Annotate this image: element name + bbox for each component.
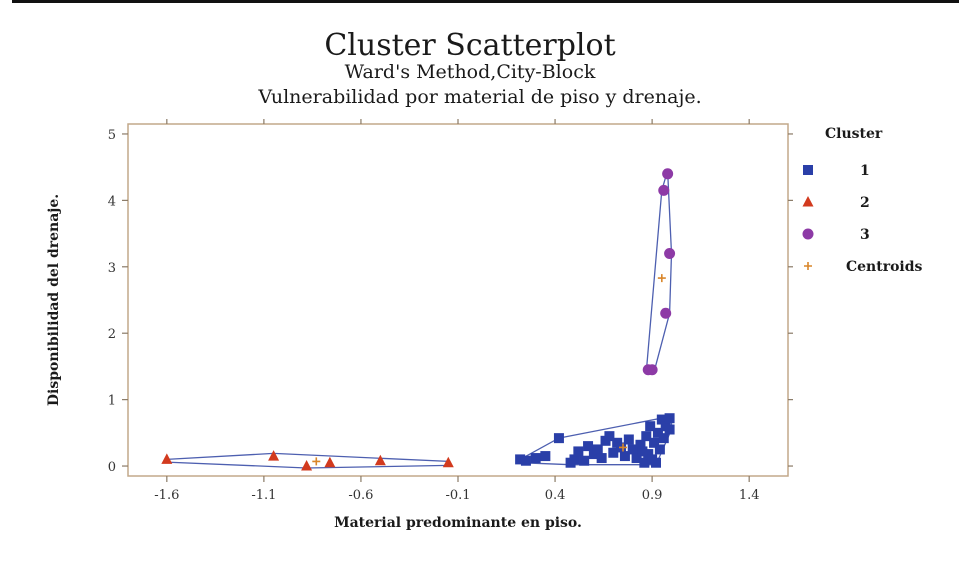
plot-frame: [127, 123, 789, 477]
centroid-point: [657, 274, 666, 283]
cluster-1-point: [643, 449, 654, 460]
cluster-1-point: [540, 451, 551, 462]
legend: Cluster 1 2 3 Centroids: [802, 126, 923, 275]
cluster-1-point: [635, 439, 646, 450]
legend-marker-1: [803, 165, 813, 175]
plot-area: [127, 123, 789, 477]
cluster-3-point: [646, 364, 658, 376]
legend-title: Cluster: [825, 126, 883, 142]
cluster-1-point: [530, 453, 541, 464]
x-tick-label: 0.9: [642, 488, 663, 503]
x-tick-label: 0.4: [545, 488, 566, 503]
cluster-1-point: [583, 441, 594, 452]
cluster-1-point: [604, 431, 615, 442]
cluster-1-point: [664, 424, 675, 435]
cluster-1-point: [592, 444, 603, 455]
cluster-3-point: [664, 248, 676, 260]
cluster-1-point: [651, 457, 661, 468]
x-axis-label: Material predominante en piso.: [334, 515, 582, 531]
cluster-2-point: [374, 454, 386, 466]
axis-ticks: -1.6 -1.1 -0.6 -0.1 0.4 0.9 1.4 0 1 2 3 4 5: [108, 119, 793, 503]
cluster-2-point: [301, 460, 313, 471]
chart-subtitle-method: Ward's Method,City-Block: [345, 61, 596, 83]
chart-title: Cluster Scatterplot: [324, 28, 615, 63]
cluster-1-point: [664, 413, 675, 424]
x-tick-label: -1.6: [154, 488, 179, 503]
cluster-2-point: [442, 456, 454, 468]
x-tick-label: -1.1: [251, 488, 276, 503]
cluster-1-point: [637, 446, 648, 457]
cluster-1-point: [649, 437, 660, 448]
y-tick-label: 1: [108, 394, 116, 409]
cluster-1-point: [520, 455, 531, 466]
x-tick-label: -0.1: [445, 488, 470, 503]
y-axis-label: Disponibilidad del drenaje.: [46, 194, 62, 406]
cluster-1-point: [654, 444, 665, 455]
legend-label-2: 2: [860, 195, 870, 211]
cluster-2-point: [324, 456, 336, 468]
cluster-1-point: [553, 433, 564, 444]
cluster-1-point: [652, 427, 663, 438]
cluster-1-point: [569, 454, 580, 465]
y-tick-label: 2: [108, 327, 116, 342]
cluster-1-point: [639, 457, 650, 468]
cluster-3-point: [660, 307, 672, 319]
cluster-1-point: [515, 454, 526, 465]
legend-label-3: 3: [860, 227, 870, 243]
cluster-2-point: [268, 450, 280, 461]
top-rule: [12, 0, 959, 3]
cluster-1-point: [573, 446, 584, 457]
cluster-1-point: [656, 414, 667, 425]
legend-label-4: Centroids: [846, 259, 923, 275]
cluster-1-point: [596, 453, 607, 464]
cluster-3-point: [662, 168, 674, 180]
x-tick-label: 1.4: [739, 488, 760, 503]
legend-marker-4: [804, 262, 812, 270]
cluster-1-point: [579, 455, 590, 466]
centroid-point: [312, 457, 321, 466]
cluster-1-point: [645, 421, 656, 432]
x-tick-label: -0.6: [348, 488, 373, 503]
cluster-1-point: [623, 434, 634, 445]
cluster-1-point: [627, 444, 638, 455]
y-tick-label: 5: [108, 128, 116, 143]
legend-marker-3: [802, 228, 814, 240]
cluster-1-point: [608, 447, 619, 458]
y-tick-label: 0: [108, 460, 116, 475]
y-tick-label: 3: [108, 261, 116, 276]
cluster-2-point: [161, 453, 173, 464]
data-points: [161, 168, 676, 471]
centroid-point: [619, 443, 627, 452]
cluster-3-point: [658, 184, 670, 196]
cluster-1-point: [658, 433, 669, 444]
chart-subtitle-description: Vulnerabilidad por material de piso y dr…: [257, 86, 701, 108]
cluster-1-point: [631, 453, 642, 464]
legend-marker-2: [802, 196, 814, 207]
cluster-1-point: [641, 431, 652, 442]
legend-label-1: 1: [860, 163, 870, 179]
y-tick-label: 4: [108, 194, 116, 209]
cluster-1-point: [619, 451, 630, 462]
